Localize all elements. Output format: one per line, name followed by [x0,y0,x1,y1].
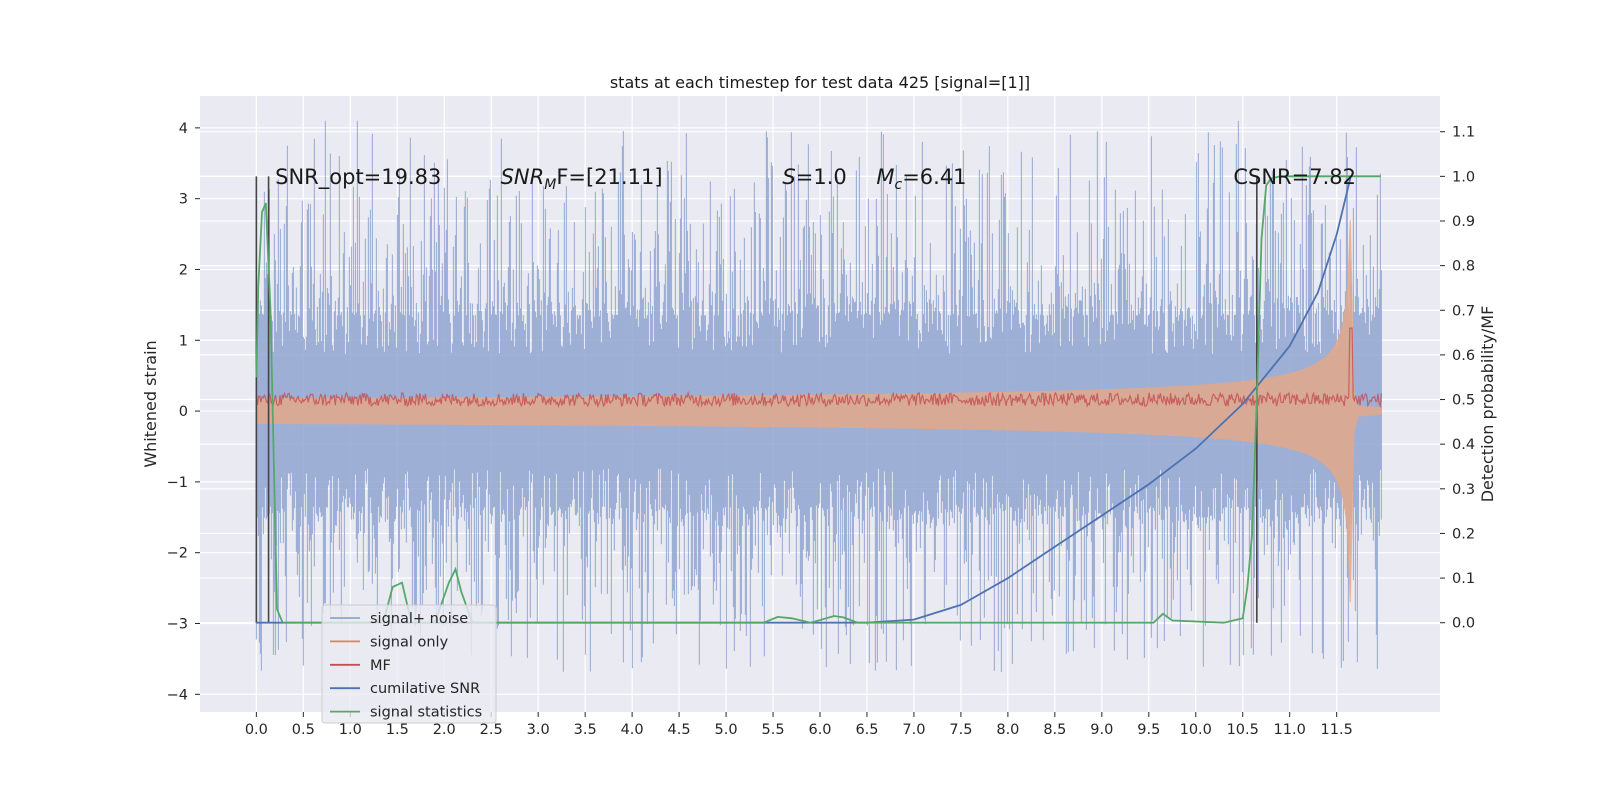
right-tick-label: 1.1 [1452,125,1475,141]
annotation-sub: M [544,177,556,193]
x-tick-label: 2.0 [433,722,456,738]
x-tick-label: 4.5 [668,722,691,738]
annotation: SNR_opt=19.83 [275,165,441,190]
probability-lines [255,175,1381,624]
x-tick-label: 8.0 [996,722,1019,738]
x-tick-label: 10.0 [1180,722,1212,738]
right-tick-label: 0.6 [1452,348,1475,364]
annotation-main: SNR [501,165,545,189]
x-tick-label: 3.5 [574,722,597,738]
right-tick-label: 0.1 [1452,571,1475,587]
x-tick-label: 10.5 [1227,722,1259,738]
right-tick-label: 0.2 [1452,526,1475,542]
right-tick-label: 1.0 [1452,169,1475,185]
right-tick-label: 0.0 [1452,616,1475,632]
y-tick-label: 0 [179,404,188,420]
right-tick-label: 0.8 [1452,259,1475,275]
chart-title: stats at each timestep for test data 425… [610,73,1030,92]
x-tick-label: 3.0 [527,722,550,738]
signal-statistics-series [255,175,1381,624]
right-axis-label: Detection probability/MF [1478,306,1497,503]
annotation-sub: c [894,177,902,193]
x-tick-label: 7.0 [902,722,925,738]
annotation-main: M [876,165,894,189]
x-tick-label: 2.5 [480,722,503,738]
y-tick-label: −2 [167,546,188,562]
legend-label: signal statistics [370,705,482,721]
annotation: SNRMF=[21.11] [501,165,663,193]
annotation-main: SNR_opt=19.83 [275,165,441,190]
legend-box [321,604,497,724]
right-tick-label: 0.9 [1452,214,1475,230]
legend: signal+ noise signal only MF cumilative SNR… [321,604,497,724]
y-axis-label: Whitened strain [141,340,160,467]
x-tick-label: 11.5 [1321,722,1353,738]
legend-label: cumilative SNR [370,681,480,697]
x-tick-label: 7.5 [949,722,972,738]
cumulative-snr-series [256,176,1352,624]
x-tick-label: 11.0 [1274,722,1306,738]
annotation-tail: =1.0 [796,165,847,189]
right-axis-ticks: 1.1 1.0 0.9 0.8 0.7 0.6 0.5 0.4 0.3 0.2 0.1 0.0 [1440,125,1475,632]
annotation: S=1.0 [782,165,846,189]
annotation: CSNR=7.82 [1233,165,1356,189]
annotations: SNR_opt=19.83 SNRMF=[21.11] S=1.0 Mc=6.41 CS… [275,165,1356,193]
y-tick-label: −1 [167,475,188,491]
annotation-tail: F=[21.11] [556,165,662,189]
x-tick-label: 5.5 [761,722,784,738]
x-tick-label: 9.0 [1090,722,1113,738]
x-tick-label: 0.5 [292,722,315,738]
x-tick-label: 5.0 [715,722,738,738]
annotation-main: S [782,165,795,189]
x-tick-label: 8.5 [1043,722,1066,738]
y-tick-label: 1 [179,333,188,349]
y-axis-ticks: 4 3 2 1 0 −1 −2 −3 −4 [167,121,200,703]
annotation: Mc=6.41 [876,165,966,193]
y-tick-label: 3 [179,192,188,208]
x-tick-label: 1.5 [386,722,409,738]
x-tick-label: 0.0 [245,722,268,738]
y-tick-label: −3 [167,616,188,632]
signal-only-series [256,219,1382,603]
right-tick-label: 0.5 [1452,393,1475,409]
legend-label: signal only [370,634,449,650]
x-tick-label: 6.5 [855,722,878,738]
legend-label: MF [370,658,391,674]
x-tick-label: 4.0 [621,722,644,738]
annotation-main: CSNR=7.82 [1233,165,1356,189]
right-tick-label: 0.4 [1452,437,1475,453]
mf-series [255,327,1382,409]
x-tick-label: 1.0 [339,722,362,738]
x-tick-label: 6.0 [808,722,831,738]
y-tick-label: −4 [167,687,188,703]
x-axis-ticks: 0.0 0.5 1.0 1.5 2.0 2.5 3.0 3.5 4.0 4.5 5.0 5.5 6.0 6… [245,712,1353,738]
legend-label: signal+ noise [370,611,468,627]
y-tick-label: 2 [179,262,188,278]
y-tick-label: 4 [179,121,188,137]
right-tick-label: 0.3 [1452,482,1475,498]
right-tick-label: 0.7 [1452,303,1475,319]
annotation-tail: =6.41 [902,165,966,189]
x-tick-label: 9.5 [1137,722,1160,738]
